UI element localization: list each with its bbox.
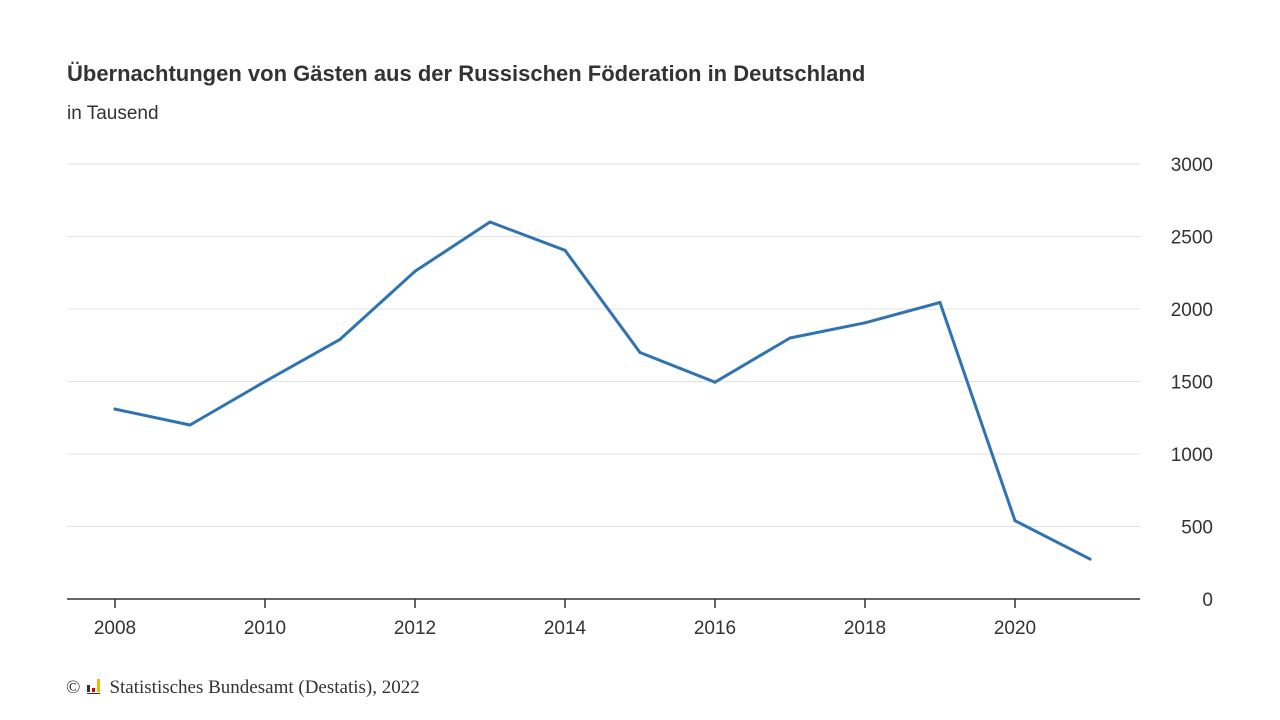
data-point <box>863 321 867 325</box>
data-point <box>413 269 417 273</box>
x-tick-label: 2012 <box>394 618 436 639</box>
source-text: Statistisches Bundesamt (Destatis), 2022 <box>109 677 420 698</box>
copyright-symbol: © <box>66 677 81 698</box>
data-point <box>1088 557 1092 561</box>
y-tick-label: 2000 <box>1171 300 1213 321</box>
data-point <box>338 337 342 341</box>
series-layer <box>113 220 1092 561</box>
y-tick-label: 0 <box>1202 590 1213 611</box>
x-tick-label: 2010 <box>244 618 286 639</box>
data-point <box>788 336 792 340</box>
gridlines <box>67 163 1140 527</box>
y-tick-label: 3000 <box>1171 155 1213 176</box>
series-line <box>113 220 1092 561</box>
x-tick-label: 2020 <box>994 618 1036 639</box>
data-point <box>488 220 492 224</box>
data-point <box>1013 519 1017 523</box>
data-point <box>563 248 567 252</box>
data-point <box>638 351 642 354</box>
destatis-logo-icon <box>85 676 103 700</box>
data-point <box>938 300 942 304</box>
x-tick-label: 2008 <box>94 618 136 639</box>
x-axis: 2008 2010 2012 2014 2016 2018 2020 <box>67 598 1140 639</box>
y-tick-label: 500 <box>1181 518 1213 539</box>
y-tick-label: 1000 <box>1171 445 1213 466</box>
source-attribution: © Statistisches Bundesamt (Destatis), 20… <box>66 676 420 700</box>
x-tick-label: 2016 <box>694 618 736 639</box>
y-tick-label: 1500 <box>1171 373 1213 394</box>
chart-subtitle: in Tausend <box>67 103 159 124</box>
data-point <box>113 407 117 411</box>
data-point <box>713 380 717 384</box>
y-tick-label: 2500 <box>1171 228 1213 249</box>
x-tick-label: 2018 <box>844 618 886 639</box>
data-point <box>263 380 267 383</box>
y-axis-tick-labels: 0 500 1000 1500 2000 2500 3000 <box>1171 155 1213 611</box>
data-point <box>188 423 192 427</box>
x-tick-label: 2014 <box>544 618 587 639</box>
chart-title: Übernachtungen von Gästen aus der Russis… <box>67 61 866 86</box>
